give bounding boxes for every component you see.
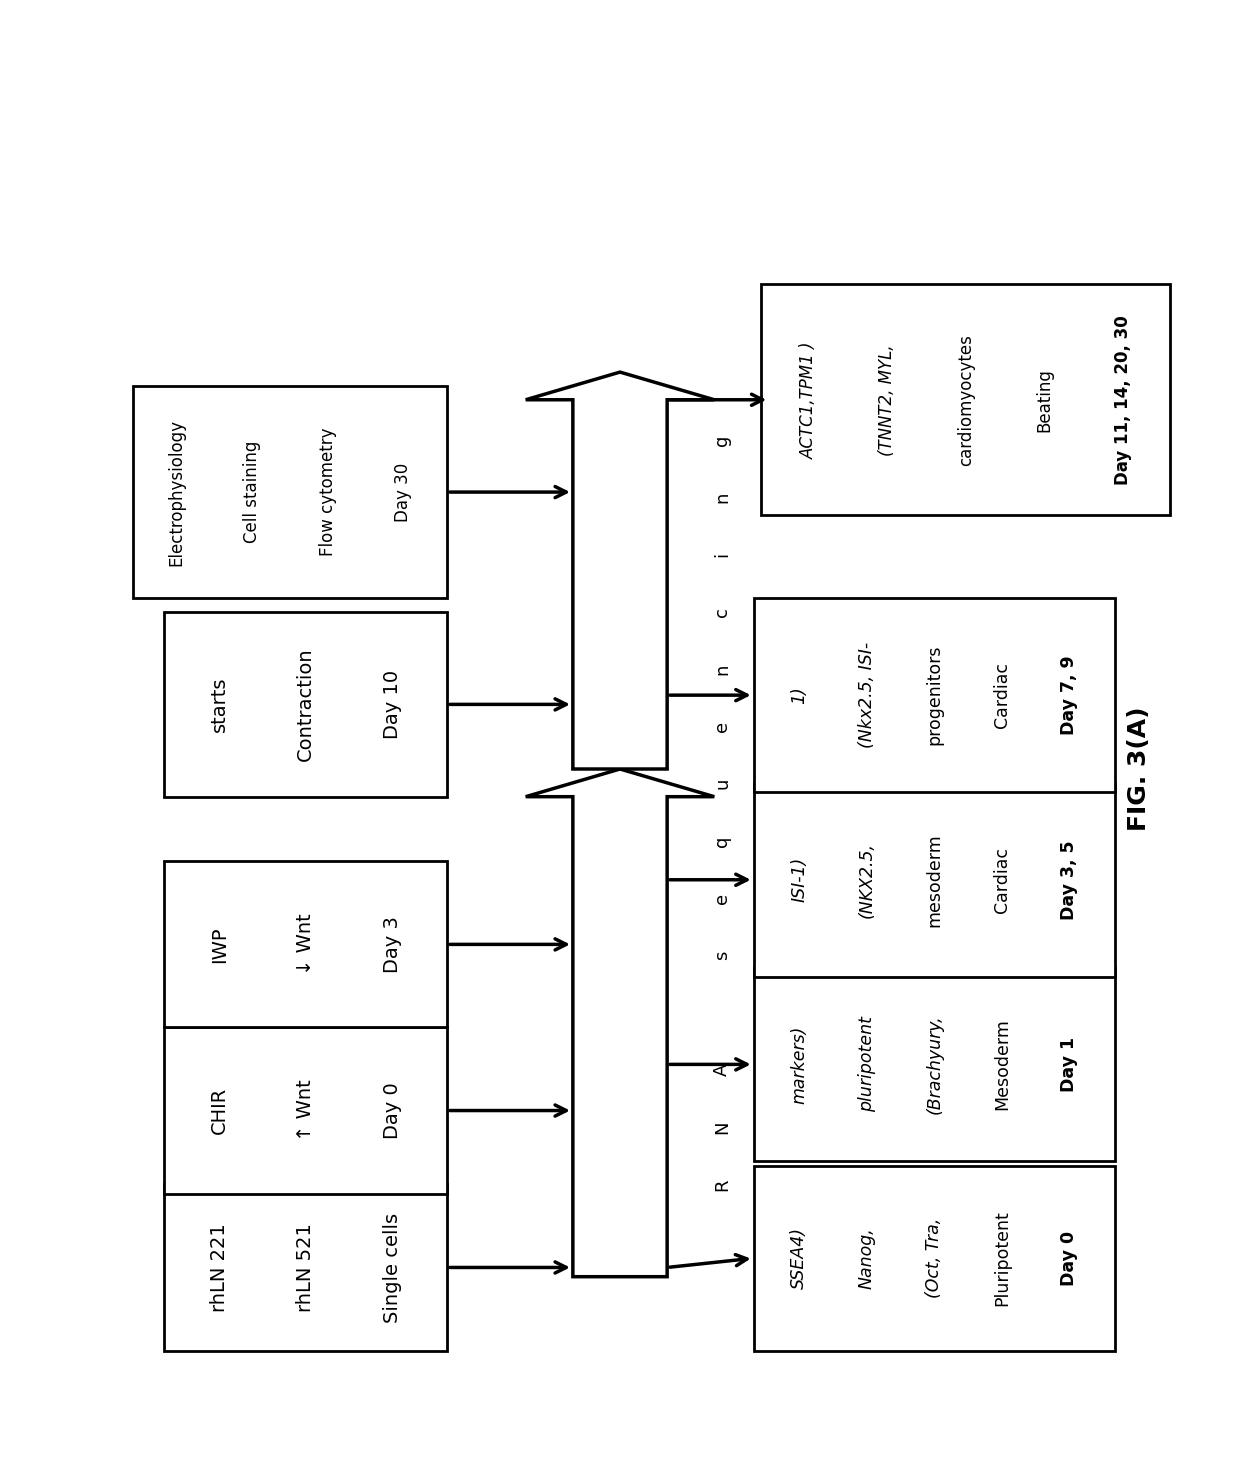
Text: 1): 1)	[790, 686, 808, 704]
Polygon shape	[164, 861, 448, 1027]
Text: (NKX2.5,: (NKX2.5,	[858, 842, 875, 918]
Text: SSEA4): SSEA4)	[790, 1227, 808, 1290]
Text: q: q	[713, 836, 732, 846]
Polygon shape	[526, 768, 714, 1277]
Polygon shape	[526, 372, 714, 768]
Text: ISI-1): ISI-1)	[790, 856, 808, 902]
Text: (Oct, Tra,: (Oct, Tra,	[925, 1218, 944, 1299]
Polygon shape	[164, 1027, 448, 1194]
Text: Electrophysiology: Electrophysiology	[167, 419, 186, 566]
Text: ↓ Wnt: ↓ Wnt	[296, 914, 315, 975]
Text: g: g	[713, 435, 732, 447]
Text: Day 0: Day 0	[1060, 1231, 1079, 1285]
Polygon shape	[754, 783, 1115, 977]
Text: Mesoderm: Mesoderm	[993, 1018, 1011, 1111]
Text: FIG. 3(A): FIG. 3(A)	[1127, 707, 1151, 831]
Text: R: R	[713, 1178, 732, 1191]
Text: (TNNT2, MYL,: (TNNT2, MYL,	[878, 344, 897, 455]
Polygon shape	[754, 598, 1115, 792]
Text: n: n	[713, 492, 732, 504]
Text: Day 11, 14, 20, 30: Day 11, 14, 20, 30	[1114, 314, 1132, 485]
Text: Cardiac: Cardiac	[993, 846, 1011, 912]
Text: Nanog,: Nanog,	[858, 1228, 875, 1290]
Text: A: A	[713, 1064, 732, 1077]
Text: e: e	[713, 893, 732, 903]
Text: u: u	[713, 779, 732, 789]
Text: Day 3: Day 3	[383, 917, 402, 972]
Polygon shape	[761, 285, 1171, 516]
Text: rhLN 221: rhLN 221	[210, 1224, 229, 1312]
Text: Contraction: Contraction	[296, 648, 315, 761]
Text: ↑ Wnt: ↑ Wnt	[296, 1080, 315, 1141]
Text: pluripotent: pluripotent	[858, 1017, 875, 1112]
Text: Flow cytometry: Flow cytometry	[319, 427, 337, 557]
Text: Day 10: Day 10	[383, 670, 402, 739]
Text: rhLN 521: rhLN 521	[296, 1224, 315, 1312]
Text: ACTC1,TPM1 ): ACTC1,TPM1 )	[800, 341, 817, 458]
Polygon shape	[164, 613, 448, 796]
Text: Cardiac: Cardiac	[993, 663, 1011, 729]
Text: mesoderm: mesoderm	[925, 833, 944, 927]
Text: N: N	[713, 1121, 732, 1134]
Text: (Brachyury,: (Brachyury,	[925, 1015, 944, 1114]
Text: Day 0: Day 0	[383, 1083, 402, 1138]
Text: i: i	[713, 552, 732, 557]
Text: c: c	[713, 607, 732, 617]
Text: progenitors: progenitors	[925, 645, 944, 745]
Text: CHIR: CHIR	[210, 1087, 229, 1134]
Polygon shape	[754, 1166, 1115, 1350]
Text: Pluripotent: Pluripotent	[993, 1210, 1011, 1306]
Text: Day 3, 5: Day 3, 5	[1060, 840, 1079, 920]
Text: s: s	[713, 950, 732, 961]
Polygon shape	[133, 386, 448, 598]
Text: Day 30: Day 30	[394, 463, 412, 521]
Text: markers): markers)	[790, 1025, 808, 1103]
Polygon shape	[754, 968, 1115, 1162]
Text: Cell staining: Cell staining	[243, 441, 262, 544]
Text: Day 7, 9: Day 7, 9	[1060, 655, 1079, 734]
Text: n: n	[713, 664, 732, 674]
Text: IWP: IWP	[210, 925, 229, 962]
Text: cardiomyocytes: cardiomyocytes	[957, 333, 975, 466]
Text: starts: starts	[210, 677, 229, 732]
Text: Single cells: Single cells	[383, 1212, 402, 1322]
Polygon shape	[164, 1184, 448, 1350]
Text: Beating: Beating	[1035, 367, 1053, 432]
Text: e: e	[713, 721, 732, 732]
Text: Day 1: Day 1	[1060, 1037, 1079, 1091]
Text: (Nkx2.5, ISI-: (Nkx2.5, ISI-	[858, 642, 875, 748]
